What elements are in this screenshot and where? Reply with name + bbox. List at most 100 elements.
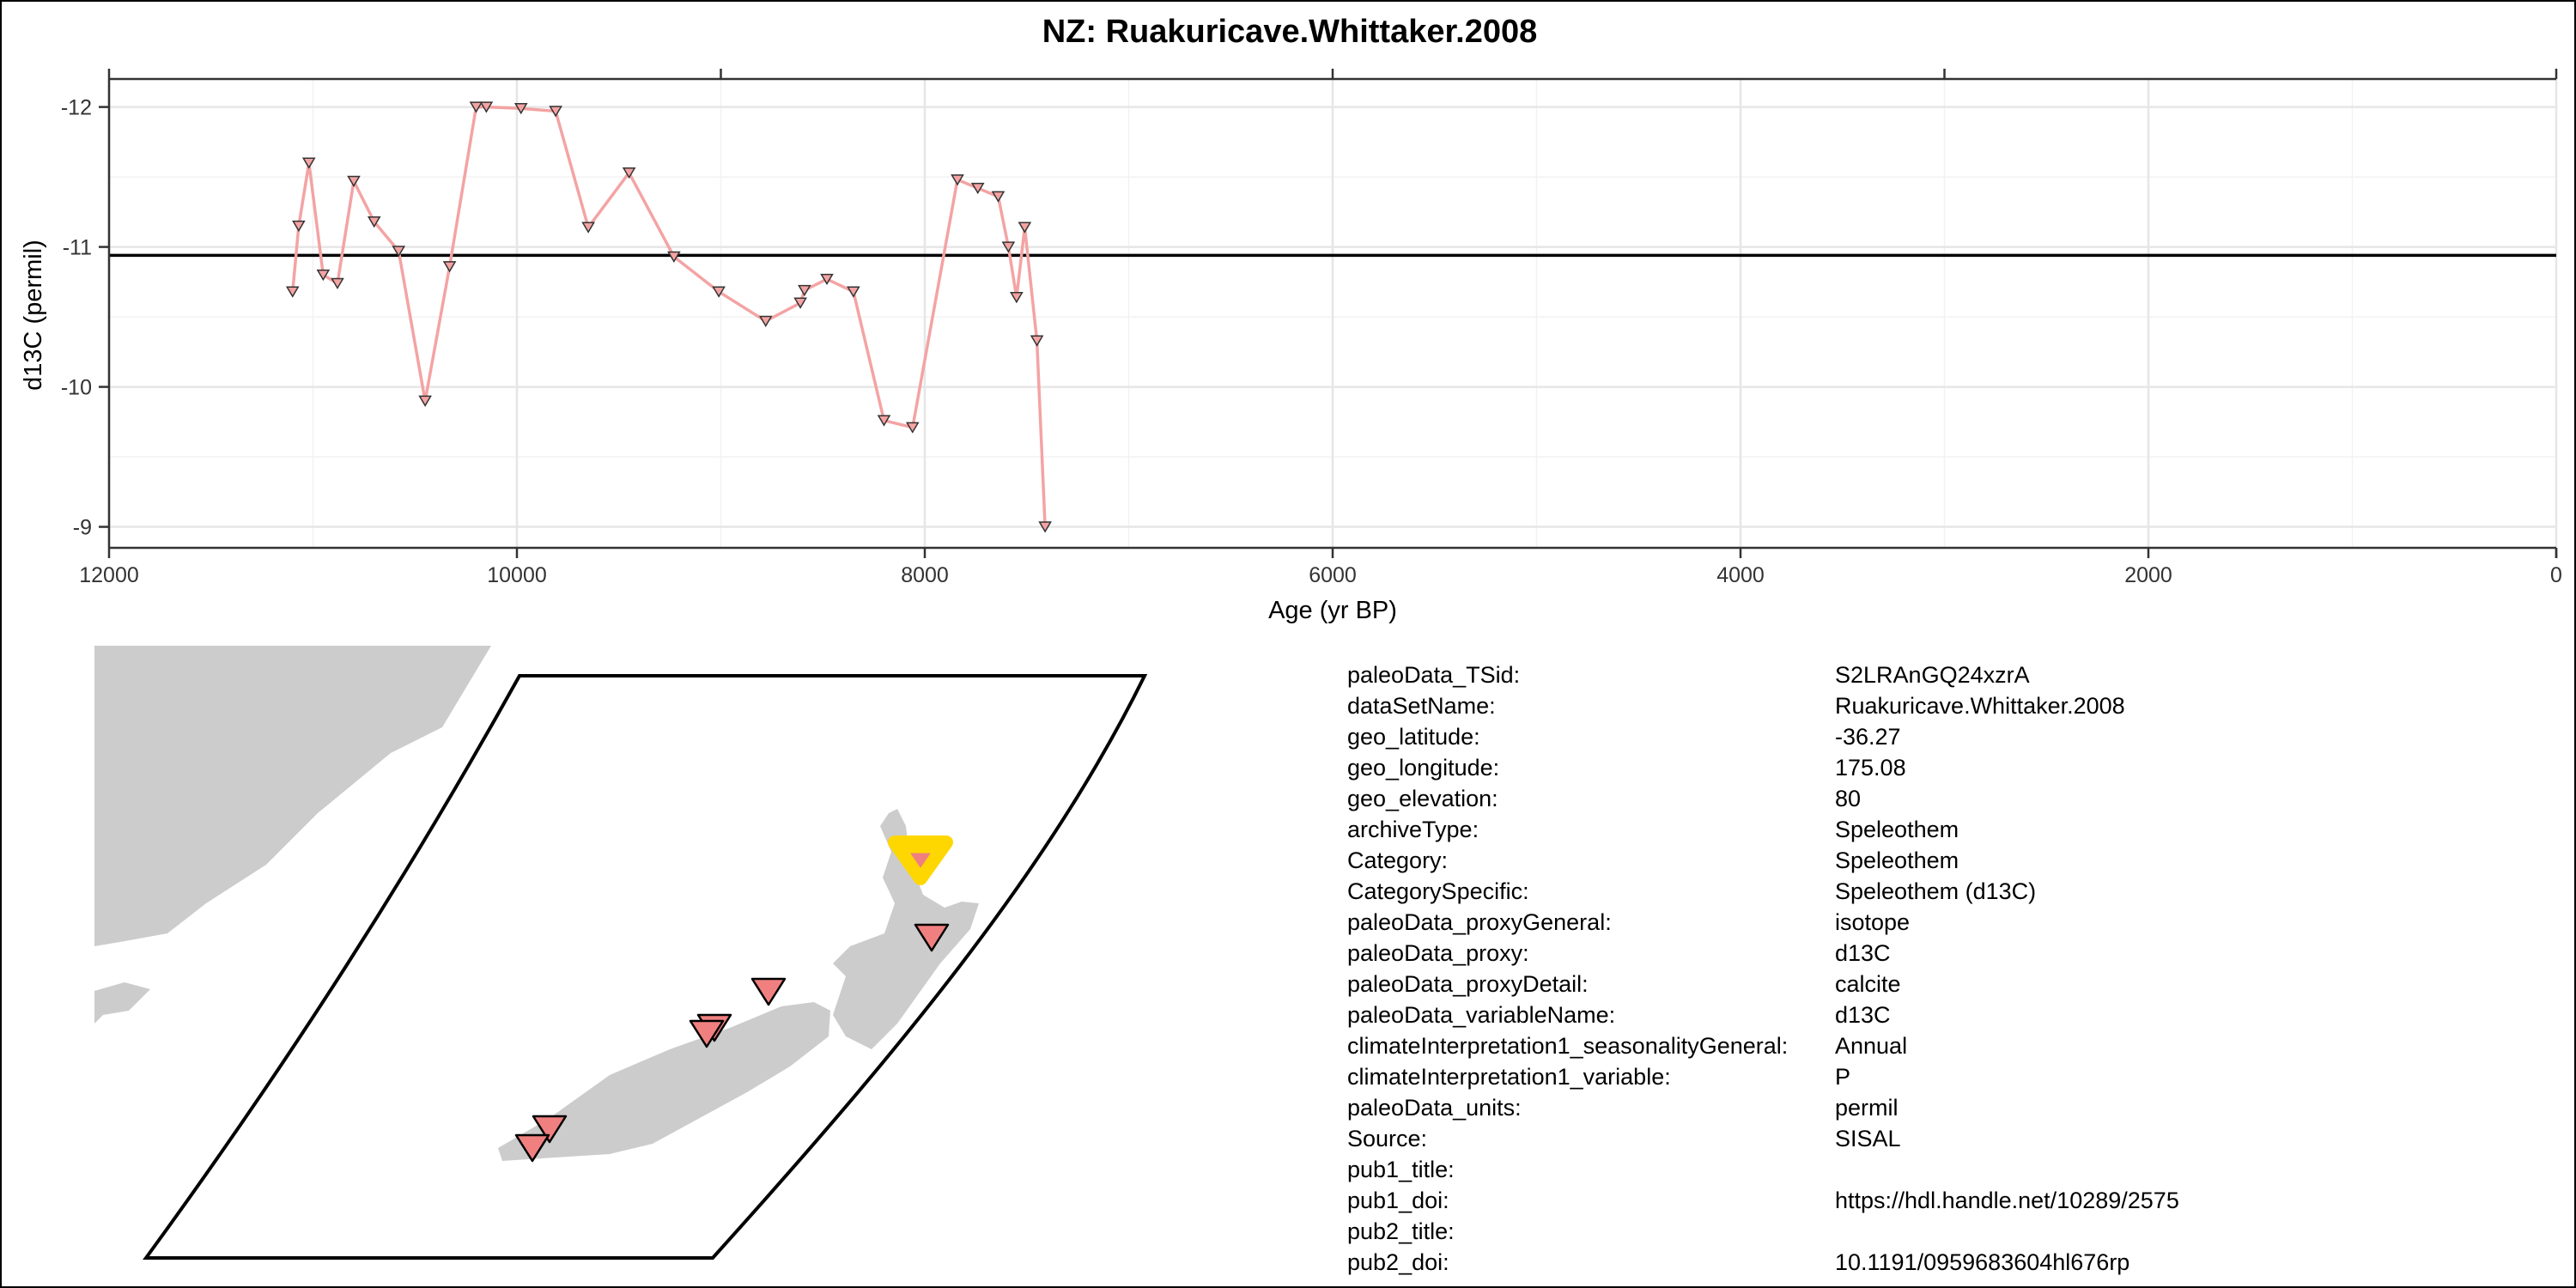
data-point — [712, 286, 726, 298]
metadata-value: Annual — [1835, 1033, 1908, 1059]
metadata-value: isotope — [1835, 909, 1911, 935]
metadata-row: archiveType: Speleothem — [1347, 814, 2179, 845]
data-point — [513, 102, 528, 115]
chart-title: NZ: Ruakuricave.Whittaker.2008 — [1042, 14, 1538, 50]
data-point — [622, 167, 636, 179]
data-point — [1030, 335, 1044, 347]
metadata-row: paleoData_units: permil — [1347, 1092, 2179, 1123]
tasmania-landmass — [94, 982, 150, 1024]
y-tick-label: -10 — [61, 376, 92, 400]
metadata-row: Category: Speleothem — [1347, 845, 2179, 876]
series-layer — [285, 101, 1052, 533]
metadata-table: paleoData_TSid: S2LRAnGQ24xzrA dataSetName… — [1347, 659, 2179, 1278]
data-point — [292, 220, 306, 233]
new-zealand-north-island — [833, 809, 979, 1049]
axis-layer: 12000 10000 8000 6000 4000 2000 0 -12 -11 -10 -9 — [61, 69, 2562, 587]
metadata-row: pub2_title: — [1347, 1216, 2179, 1247]
data-point — [1038, 521, 1052, 533]
metadata-row: pub1_title: — [1347, 1154, 2179, 1185]
metadata-key: geo_latitude: — [1347, 724, 1480, 750]
y-axis-title: d13C (permil) — [20, 240, 47, 391]
metadata-row: geo_longitude: 175.08 — [1347, 752, 2179, 783]
x-tick-label: 10000 — [487, 563, 547, 587]
metadata-row: paleoData_proxyDetail: calcite — [1347, 969, 2179, 999]
metadata-value: Speleothem (d13C) — [1835, 878, 2037, 904]
data-point — [798, 284, 811, 297]
new-zealand-south-island — [498, 1002, 830, 1161]
data-point — [479, 101, 494, 113]
metadata-row: geo_elevation: 80 — [1347, 783, 2179, 814]
metadata-key: pub2_doi: — [1347, 1249, 1449, 1275]
metadata-key: paleoData_variableName: — [1347, 1002, 1616, 1028]
metadata-key: paleoData_TSid: — [1347, 662, 1521, 688]
metadata-value: S2LRAnGQ24xzrA — [1835, 662, 2030, 688]
metadata-key: climateInterpretation1_seasonalityGenera… — [1347, 1033, 1789, 1059]
data-point — [1018, 222, 1032, 234]
metadata-value: 175.08 — [1835, 755, 1906, 781]
metadata-value: 10.1191/0959683604hl676rp — [1835, 1249, 2130, 1275]
metadata-row: climateInterpretation1_seasonalityGenera… — [1347, 1030, 2179, 1061]
site-markers — [514, 835, 953, 1163]
data-point — [301, 157, 316, 169]
data-point — [367, 216, 381, 228]
site-marker — [514, 1133, 550, 1163]
metadata-key: paleoData_proxyDetail: — [1347, 971, 1589, 997]
data-point — [820, 273, 834, 286]
metadata-key: pub1_title: — [1347, 1157, 1455, 1182]
australia-landmass — [94, 646, 491, 946]
x-tick-label: 4000 — [1716, 563, 1765, 587]
metadata-row: paleoData_proxy: d13C — [1347, 938, 2179, 969]
metadata-key: paleoData_units: — [1347, 1095, 1522, 1121]
metadata-row: paleoData_TSid: S2LRAnGQ24xzrA — [1347, 659, 2179, 690]
data-point — [1001, 241, 1016, 253]
data-point — [331, 277, 344, 289]
data-point — [1010, 292, 1024, 304]
metadata-row: pub2_doi: 10.1191/0959683604hl676rp — [1347, 1247, 2179, 1278]
metadata-key: dataSetName: — [1347, 693, 1496, 719]
x-tick-label: 6000 — [1309, 563, 1357, 587]
metadata-value: SISAL — [1835, 1126, 1901, 1151]
site-map — [94, 646, 1148, 1260]
site-marker — [914, 923, 950, 952]
metadata-row: climateInterpretation1_variable: P — [1347, 1061, 2179, 1092]
data-point — [847, 286, 860, 298]
data-point — [793, 297, 807, 309]
metadata-key: paleoData_proxy: — [1347, 940, 1529, 966]
data-point — [392, 246, 406, 258]
site-marker — [532, 1115, 568, 1144]
metadata-key: geo_longitude: — [1347, 755, 1500, 781]
metadata-value: 80 — [1835, 786, 1862, 811]
x-axis-title: Age (yr BP) — [1268, 597, 1397, 624]
metadata-row: CategorySpecific: Speleothem (d13C) — [1347, 876, 2179, 907]
y-tick-label: -9 — [73, 516, 92, 540]
site-marker — [750, 977, 787, 1006]
metadata-value: d13C — [1835, 1002, 1891, 1028]
metadata-key: paleoData_proxyGeneral: — [1347, 909, 1612, 935]
data-point — [991, 191, 1005, 203]
data-point — [905, 422, 920, 434]
metadata-key: Category: — [1347, 848, 1449, 873]
x-tick-label: 12000 — [79, 563, 139, 587]
x-tick-label: 0 — [2550, 563, 2562, 587]
data-point — [970, 182, 985, 195]
metadata-value: Speleothem — [1835, 817, 1959, 842]
timeseries-chart: 12000 10000 8000 6000 4000 2000 0 -12 -11 -10 -9 A… — [20, 69, 2562, 624]
metadata-row: dataSetName: Ruakuricave.Whittaker.2008 — [1347, 690, 2179, 721]
data-point — [951, 174, 964, 186]
data-point — [316, 269, 331, 282]
metadata-value: permil — [1835, 1095, 1899, 1121]
metadata-value: calcite — [1835, 971, 1901, 997]
metadata-key: archiveType: — [1347, 817, 1479, 842]
data-point — [285, 286, 300, 298]
metadata-row: pub1_doi: https://hdl.handle.net/10289/25… — [1347, 1185, 2179, 1216]
metadata-value: -36.27 — [1835, 724, 1901, 750]
metadata-key: climateInterpretation1_variable: — [1347, 1064, 1671, 1090]
current-site-marker — [910, 853, 931, 868]
metadata-row: geo_latitude: -36.27 — [1347, 721, 2179, 752]
metadata-key: pub2_title: — [1347, 1218, 1455, 1244]
data-point — [758, 315, 773, 327]
data-point — [877, 415, 891, 427]
x-tick-label: 8000 — [901, 563, 949, 587]
metadata-value: https://hdl.handle.net/10289/2575 — [1835, 1188, 2179, 1213]
